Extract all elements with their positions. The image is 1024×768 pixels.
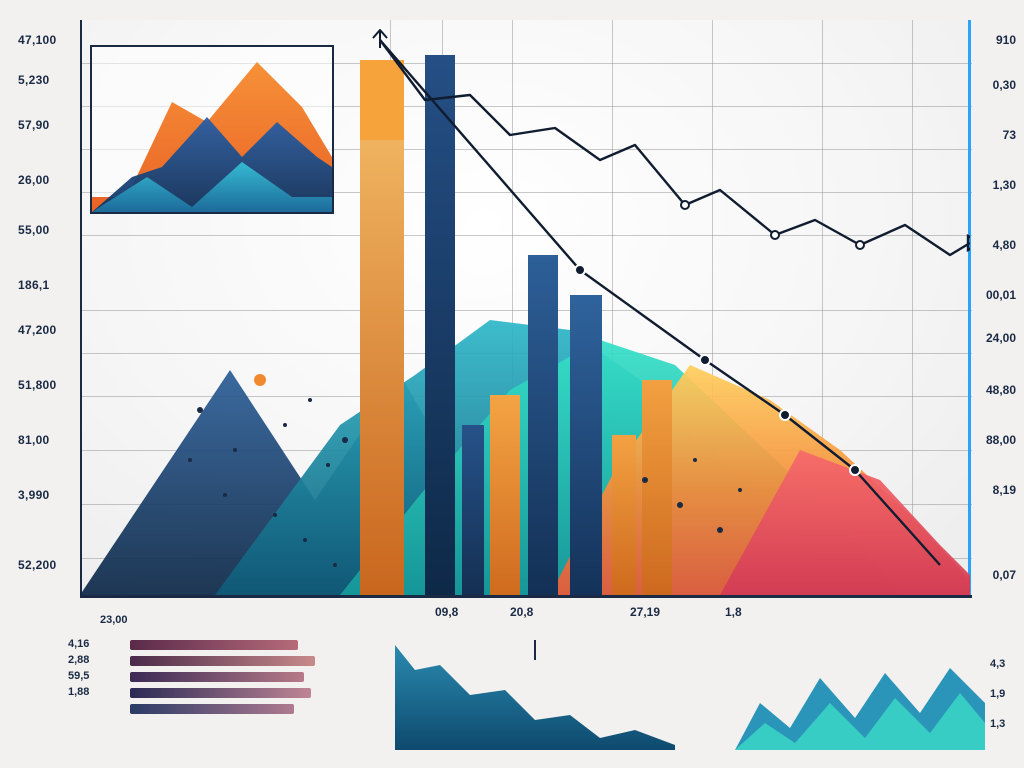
scatter-dot [223, 493, 227, 497]
y2-axis-label: 0,30 [968, 78, 1016, 92]
bar [490, 395, 520, 595]
thumb-wave-chart [395, 640, 675, 750]
hbar-row [130, 672, 304, 682]
y2-axis-label: 88,00 [968, 433, 1016, 447]
scatter-dot [283, 423, 287, 427]
y-axis-label: 81,00 [18, 433, 78, 447]
y-axis-label: 186,1 [18, 278, 78, 292]
hbar-row [130, 656, 315, 666]
y2-axis-label: 8,19 [968, 483, 1016, 497]
scatter-dot [188, 458, 192, 462]
bar [425, 55, 455, 595]
y2-axis-label: 00,01 [968, 288, 1016, 302]
bar [570, 295, 602, 595]
scatter-dot [693, 458, 697, 462]
peaks-right-label: 1,3 [990, 718, 1005, 730]
thumb-hbars-title: 23,00 [100, 614, 128, 626]
scatter-dot [333, 563, 337, 567]
peaks-right-label: 1,9 [990, 688, 1005, 700]
bar [360, 60, 404, 595]
scatter-dot [677, 502, 683, 508]
bar [528, 255, 558, 595]
hbar-label: 1,88 [68, 686, 89, 698]
bar [612, 435, 636, 595]
scatter-dot [642, 477, 648, 483]
y2-axis-label: 24,00 [968, 331, 1016, 345]
scatter-dot [233, 448, 237, 452]
x-axis-label: 09,8 [435, 605, 458, 619]
y-axis-label: 52,200 [18, 558, 78, 572]
thumb-peaks-chart [735, 648, 985, 750]
y2-axis-label: 4,80 [968, 238, 1016, 252]
scatter-dot [342, 437, 348, 443]
hbar-row [130, 704, 294, 714]
y-axis-label: 57,90 [18, 118, 78, 132]
scatter-dot [303, 538, 307, 542]
peaks-right-label: 4,3 [990, 658, 1005, 670]
y2-axis-label: 1,30 [968, 178, 1016, 192]
scatter-dot [197, 407, 203, 413]
hbar-row [130, 640, 298, 650]
y2-axis-label: 48,80 [968, 383, 1016, 397]
y-axis-label: 51,800 [18, 378, 78, 392]
y-axis-label: 47,100 [18, 33, 78, 47]
inset-svg [92, 47, 332, 212]
hbar-label: 4,16 [68, 638, 89, 650]
y-axis-label: 3,990 [18, 488, 78, 502]
scatter-dot [254, 374, 266, 386]
scatter-dot [738, 488, 742, 492]
y-axis-label: 5,230 [18, 73, 78, 87]
scatter-dot [308, 398, 312, 402]
bar [462, 425, 484, 595]
x-axis-label: 27,19 [630, 605, 660, 619]
x-axis-label: 1,8 [725, 605, 742, 619]
scatter-dot [326, 463, 330, 467]
wave-area [395, 645, 675, 750]
hbar-label: 2,88 [68, 654, 89, 666]
y2-axis-label: 910 [968, 33, 1016, 47]
x-axis-label: 20,8 [510, 605, 533, 619]
y2-axis-label: 73 [968, 128, 1016, 142]
y2-axis-label: 0,07 [968, 568, 1016, 582]
hbar-label: 59,5 [68, 670, 89, 682]
bar [642, 380, 672, 595]
y-axis-label: 47,200 [18, 323, 78, 337]
y-axis-label: 55,00 [18, 223, 78, 237]
scatter-dot [273, 513, 277, 517]
inset-area-chart [90, 45, 334, 214]
thumb-hbars: 23,00 4,162,8859,51,88 [100, 632, 315, 742]
scatter-dot [717, 527, 723, 533]
hbar-row [130, 688, 311, 698]
dashboard-canvas: { "plot": { "x_px": 80, "y_px": 20, "w_p… [0, 0, 1024, 768]
trend-line-primary [380, 40, 970, 255]
y-axis-label: 26,00 [18, 173, 78, 187]
